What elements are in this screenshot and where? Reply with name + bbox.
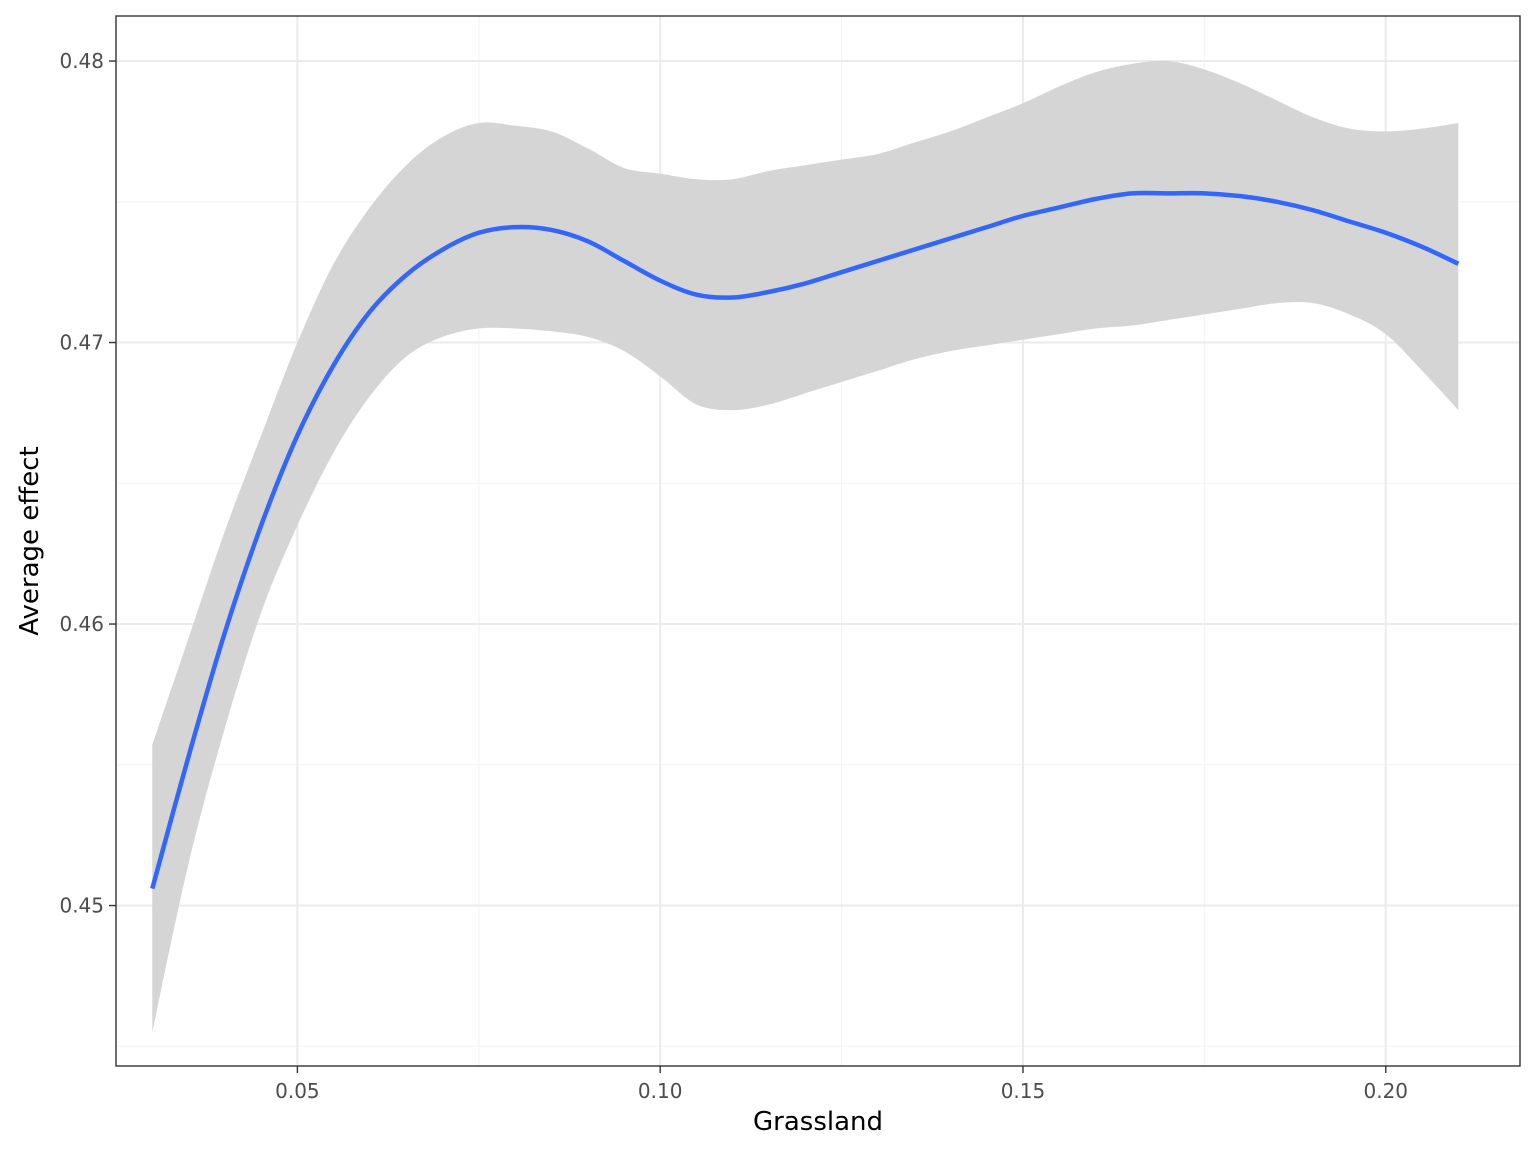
x-axis-title: Grassland: [753, 1107, 883, 1137]
x-tick-label: 0.05: [275, 1079, 320, 1103]
x-tick-label: 0.15: [1001, 1079, 1046, 1103]
y-axis: 0.45 0.46 0.47 0.48: [59, 49, 116, 918]
smooth-line: [150, 190, 1460, 890]
y-tick-label: 0.45: [59, 894, 104, 918]
y-tick-label: 0.46: [59, 612, 104, 636]
y-axis-title: Average effect: [15, 446, 45, 635]
x-tick-label: 0.20: [1364, 1079, 1409, 1103]
x-axis: 0.05 0.10 0.15 0.20: [275, 1066, 1408, 1103]
y-tick-label: 0.47: [59, 331, 104, 355]
x-tick-label: 0.10: [638, 1079, 683, 1103]
confidence-ribbon: [152, 60, 1459, 1033]
y-tick-label: 0.48: [59, 49, 104, 73]
panel-border: [115, 15, 1521, 1067]
